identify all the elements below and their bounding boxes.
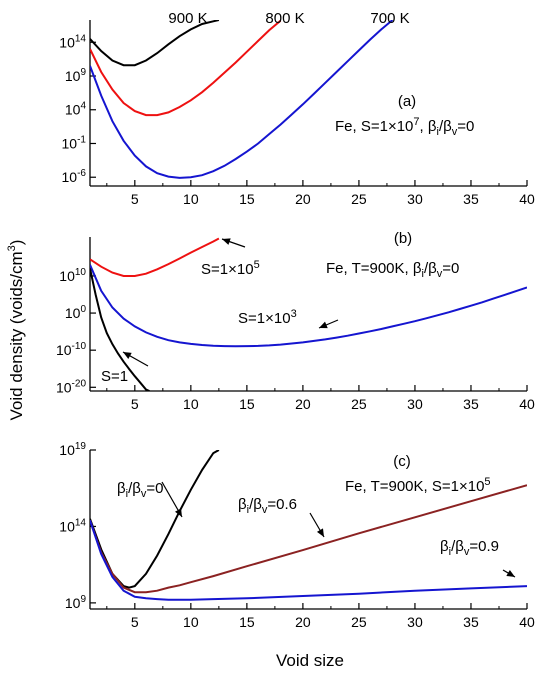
y-axis-label-text: Void density (voids/cm3) (6, 240, 26, 421)
x-axis-label: Void size (276, 651, 344, 670)
y-tick-label: 100 (65, 304, 87, 321)
series-label: 800 K (265, 10, 304, 27)
series-label: βi/βv=0.9 (440, 538, 499, 558)
y-tick-label: 1014 (59, 33, 86, 50)
y-tick-label: 1019 (59, 441, 86, 458)
panel-annotation: Fe, S=1×107, βi/βv=0 (335, 116, 474, 138)
x-tick-label: 35 (463, 614, 479, 630)
arrow-head (506, 569, 515, 577)
y-tick-label: 109 (65, 67, 87, 84)
x-tick-label: 20 (295, 191, 311, 207)
series-label: 900 K (168, 10, 207, 27)
x-tick-label: 40 (519, 614, 535, 630)
y-tick-label: 10-6 (62, 168, 87, 185)
series-label: S=1 (101, 368, 128, 385)
y-tick-label: 109 (65, 594, 87, 611)
series-line (90, 237, 220, 277)
x-tick-label: 5 (131, 191, 139, 207)
x-tick-label: 20 (295, 396, 311, 412)
series-label: S=1×103 (238, 308, 297, 327)
y-tick-label: 104 (65, 101, 87, 118)
y-tick-label: 1010 (59, 267, 86, 284)
x-tick-label: 20 (295, 614, 311, 630)
x-tick-label: 5 (131, 614, 139, 630)
x-tick-label: 35 (463, 396, 479, 412)
panel-label: (a) (398, 93, 416, 110)
series-line (90, 264, 527, 348)
arrow-head (316, 528, 324, 537)
x-tick-label: 15 (239, 191, 255, 207)
series-line (90, 519, 527, 601)
x-tick-label: 25 (351, 191, 367, 207)
panel-b: 5 10 15 20 25 30 35 40 10-20 10-10 100 1010 S=1×105 S… (56, 230, 535, 412)
arrow-head (174, 508, 182, 517)
x-tick-label: 15 (239, 396, 255, 412)
panel-a: 5 10 15 20 25 30 35 40 10-6 10-1 104 109 1014 900 K 80… (59, 10, 535, 207)
panel-c: 5 10 15 20 25 30 35 40 109 1014 1019 βi/βv=0 βi/βv=0… (59, 441, 535, 630)
panel-annotation: Fe, T=900K, βi/βv=0 (326, 260, 459, 280)
x-tick-label: 5 (131, 396, 139, 412)
series-label: βi/βv=0 (117, 480, 164, 500)
series-line (90, 20, 282, 117)
series-line (90, 484, 527, 594)
series-line (90, 268, 150, 391)
series-label: S=1×105 (201, 259, 260, 278)
panel-label: (b) (394, 230, 412, 247)
arrow-head (123, 352, 132, 359)
x-tick-label: 25 (351, 396, 367, 412)
panel-annotation: Fe, T=900K, S=1×105 (345, 476, 491, 495)
series-label: βi/βv=0.6 (238, 496, 297, 516)
x-tick-label: 30 (407, 614, 423, 630)
y-tick-label: 10-10 (56, 341, 86, 358)
x-tick-label: 10 (183, 191, 199, 207)
x-tick-label: 10 (183, 396, 199, 412)
x-tick-label: 30 (407, 191, 423, 207)
y-axis-label: Void density (voids/cm3) (6, 240, 26, 421)
y-tick-label: 1014 (59, 517, 86, 534)
arrow-head (319, 321, 328, 329)
x-tick-label: 40 (519, 396, 535, 412)
y-tick-label: 10-1 (62, 134, 87, 151)
series-line (90, 20, 220, 67)
x-tick-label: 25 (351, 614, 367, 630)
x-tick-label: 40 (519, 191, 535, 207)
arrow-head (222, 238, 231, 245)
series-label: 700 K (370, 10, 409, 27)
panel-label: (c) (393, 453, 411, 470)
x-tick-label: 15 (239, 614, 255, 630)
x-tick-label: 35 (463, 191, 479, 207)
x-tick-label: 10 (183, 614, 199, 630)
x-tick-label: 30 (407, 396, 423, 412)
series-line (90, 20, 394, 179)
y-tick-label: 10-20 (56, 378, 86, 395)
